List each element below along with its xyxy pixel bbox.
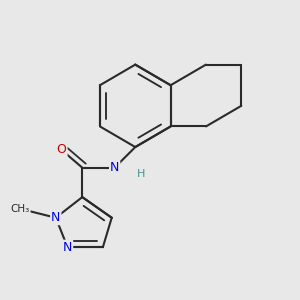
Text: H: H — [137, 169, 146, 178]
Text: N: N — [51, 211, 61, 224]
Text: O: O — [57, 143, 67, 157]
Text: N: N — [110, 161, 119, 174]
Text: CH₃: CH₃ — [11, 204, 30, 214]
Text: N: N — [63, 241, 72, 254]
